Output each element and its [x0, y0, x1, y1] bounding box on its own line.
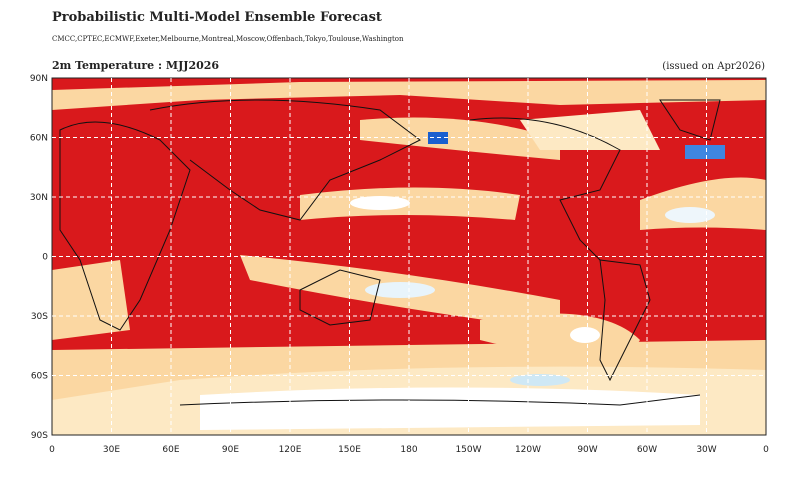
lon-label: 150W: [455, 445, 481, 455]
title: Probabilistic Multi-Model Ensemble Forec…: [52, 10, 382, 25]
lon-label: 0: [763, 445, 769, 455]
lat-label: 90S: [31, 431, 48, 441]
lat-label: 60S: [31, 372, 48, 382]
lon-label: 90W: [577, 445, 597, 455]
lon-label: 0: [49, 445, 55, 455]
lat-label: 60N: [30, 134, 48, 144]
lat-label: 30S: [31, 312, 48, 322]
lon-label: 150E: [338, 445, 361, 455]
map-title: 2m Temperature : MJJ2026: [52, 59, 219, 72]
lon-label: 30W: [696, 445, 716, 455]
lon-label: 120E: [279, 445, 302, 455]
lon-label: 90E: [222, 445, 239, 455]
lat-label: 30N: [30, 193, 48, 203]
issued-label: (issued on Apr2026): [662, 61, 765, 72]
lon-label: 60W: [637, 445, 657, 455]
subtitle: CMCC,CPTEC,ECMWF,Exeter,Melbourne,Montre…: [52, 35, 404, 43]
lon-label: 180: [400, 445, 417, 455]
lat-label: 0: [42, 253, 48, 263]
lon-label: 120W: [515, 445, 541, 455]
lat-label: 90N: [30, 74, 48, 84]
lon-label: 60E: [162, 445, 179, 455]
lon-label: 30E: [103, 445, 120, 455]
